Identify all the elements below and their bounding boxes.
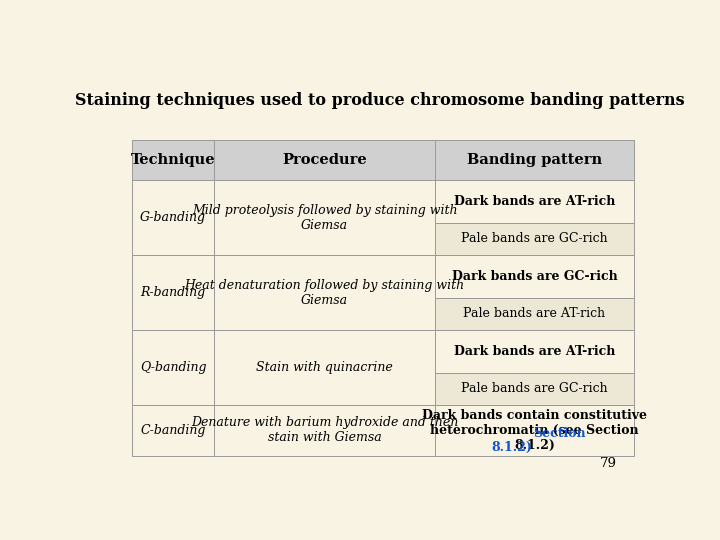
Text: Denature with barium hydroxide and then
stain with Giemsa: Denature with barium hydroxide and then … — [191, 416, 458, 444]
Text: Q-banding: Q-banding — [140, 361, 207, 374]
Text: C-banding: C-banding — [140, 424, 206, 437]
Text: R-banding: R-banding — [140, 286, 206, 299]
Bar — [132, 140, 215, 180]
Text: Technique: Technique — [131, 153, 215, 167]
Bar — [435, 140, 634, 180]
Text: Banding pattern: Banding pattern — [467, 153, 602, 167]
Bar — [435, 298, 634, 330]
Text: Dark bands are GC-rich: Dark bands are GC-rich — [451, 270, 617, 283]
Bar — [132, 405, 215, 456]
Text: Heat denaturation followed by staining with
Giemsa: Heat denaturation followed by staining w… — [184, 279, 464, 307]
Bar — [215, 180, 435, 255]
Text: Dark bands are AT-rich: Dark bands are AT-rich — [454, 345, 615, 358]
Text: Pale bands are GC-rich: Pale bands are GC-rich — [461, 382, 608, 395]
Bar — [132, 255, 215, 330]
Bar — [435, 405, 634, 456]
Text: Dark bands contain constitutive
heterochromatin (see Section
8.1.2): Dark bands contain constitutive heteroch… — [422, 409, 647, 452]
Text: Procedure: Procedure — [282, 153, 367, 167]
Text: Section: Section — [534, 427, 586, 440]
Bar — [215, 405, 435, 456]
Bar — [435, 330, 634, 373]
Text: 8.1.2): 8.1.2) — [492, 441, 533, 454]
Bar — [435, 180, 634, 222]
Bar — [435, 255, 634, 298]
Bar — [132, 330, 215, 405]
Text: Pale bands are GC-rich: Pale bands are GC-rich — [461, 232, 608, 245]
Text: Dark bands are AT-rich: Dark bands are AT-rich — [454, 195, 615, 208]
Bar — [215, 330, 435, 405]
Bar — [215, 255, 435, 330]
Text: Pale bands are AT-rich: Pale bands are AT-rich — [464, 307, 606, 320]
Text: Staining techniques used to produce chromosome banding patterns: Staining techniques used to produce chro… — [76, 92, 685, 109]
Bar — [132, 180, 215, 255]
Bar — [435, 222, 634, 255]
Text: Stain with quinacrine: Stain with quinacrine — [256, 361, 393, 374]
Bar — [215, 140, 435, 180]
Text: 79: 79 — [600, 457, 617, 470]
Text: G-banding: G-banding — [140, 211, 206, 224]
Bar — [435, 373, 634, 405]
Text: Mild proteolysis followed by staining with
Giemsa: Mild proteolysis followed by staining wi… — [192, 204, 457, 232]
